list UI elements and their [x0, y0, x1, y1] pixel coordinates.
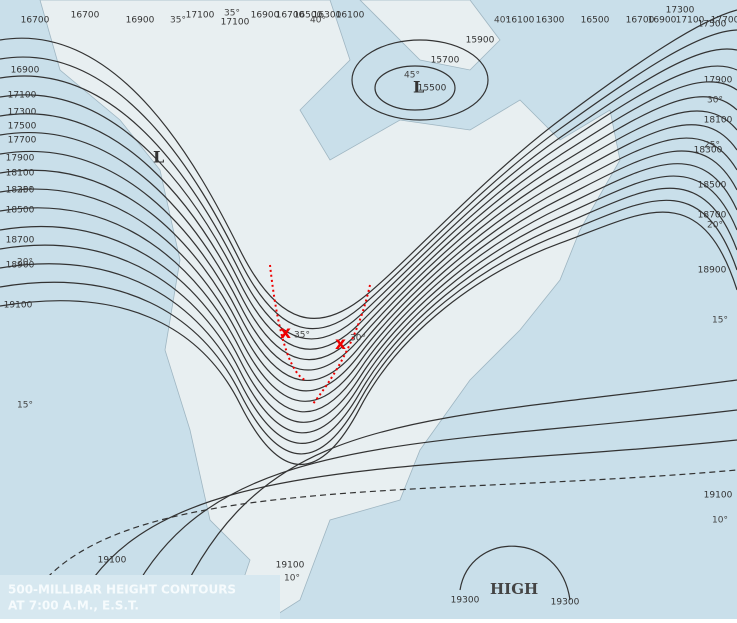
contour-label: 16500	[294, 11, 323, 21]
contour-label: 17900	[704, 76, 733, 86]
contour-label: 19300	[551, 598, 580, 608]
temperature-label: 15°	[17, 401, 33, 411]
low-label: L	[413, 78, 424, 97]
contour-label: 16700	[71, 11, 100, 21]
contour-label: 18700	[6, 236, 35, 246]
contour-label: 16900	[648, 16, 677, 26]
contour-label: 16700	[21, 16, 50, 26]
contour-label: 17300	[8, 108, 37, 118]
contour-label: 18500	[6, 206, 35, 216]
contour-label: 17900	[6, 154, 35, 164]
contour-line	[19, 469, 737, 620]
contour-line	[0, 150, 737, 413]
temperature-label: 40°	[494, 16, 510, 26]
high-contour	[459, 545, 571, 601]
contour-line	[0, 65, 737, 350]
temperature-label: 10°	[712, 516, 728, 526]
contour-label: 15500	[418, 84, 447, 94]
contour-line	[0, 187, 737, 444]
contour-label: 16300	[313, 11, 342, 21]
contour-line	[169, 379, 737, 620]
temperature-label: 35°	[224, 9, 240, 19]
contour-label: 17700	[8, 136, 37, 146]
contour-line	[0, 137, 737, 402]
contour-label: 16300	[536, 16, 565, 26]
contour-label: 16100	[336, 11, 365, 21]
high-label: HIGH	[490, 580, 538, 598]
contour-label: 17100	[221, 18, 250, 28]
contour-label: 16100	[506, 16, 535, 26]
continent	[39, 0, 621, 620]
low-contour	[374, 65, 456, 111]
contour-label: 17700	[711, 16, 737, 26]
contour-line	[0, 81, 737, 361]
cross-mark: x	[335, 334, 346, 354]
temperature-label: 10°	[284, 574, 300, 584]
temperature-label: 15°	[712, 316, 728, 326]
contour-label: 17500	[698, 20, 727, 30]
trough-line	[311, 284, 371, 406]
caption-line: 500-MILLIBAR HEIGHT CONTOURS	[8, 583, 236, 597]
contour-label: 18700	[698, 211, 727, 221]
contour-line	[0, 163, 737, 423]
cross-mark: x	[280, 323, 291, 343]
temperature-label: 20°	[707, 221, 723, 231]
contour-label: 18300	[694, 146, 723, 156]
contour-label: 17500	[8, 122, 37, 132]
caption-box	[0, 575, 280, 619]
temperature-label: 25°	[704, 141, 720, 151]
contour-label: 16900	[11, 66, 40, 76]
contour-line	[119, 409, 737, 620]
contour-label: 17100	[8, 91, 37, 101]
caption-line: AT 7:00 A.M., E.S.T.	[8, 599, 139, 613]
contour-line	[0, 124, 737, 392]
contour-label: 18500	[698, 181, 727, 191]
contour-label: 19300	[451, 596, 480, 606]
contour-label: 16900	[251, 11, 280, 21]
contour-line	[0, 29, 737, 330]
temperature-label: 30°	[350, 334, 366, 344]
contour-label: 19100	[704, 491, 733, 501]
contour-label: 18100	[6, 169, 35, 179]
temperature-label: 30°	[707, 96, 723, 106]
temperature-label: 20°	[17, 258, 33, 268]
contour-line	[0, 96, 737, 371]
temperature-label: 45°	[404, 71, 420, 81]
contour-label: 18900	[6, 261, 35, 271]
contour-line	[0, 9, 737, 319]
trough-line	[269, 264, 306, 381]
temperature-label: 35°	[170, 16, 186, 26]
contour-line	[0, 199, 737, 455]
low-label: L	[153, 148, 164, 167]
contour-line	[0, 175, 737, 434]
island	[359, 0, 501, 71]
contour-label: 18900	[698, 266, 727, 276]
contour-label: 17100	[186, 11, 215, 21]
low-contour	[351, 39, 489, 121]
contour-label: 19100	[4, 301, 33, 311]
contour-line	[0, 48, 737, 340]
contour-line	[0, 110, 737, 382]
contour-label: 17300	[666, 6, 695, 16]
contour-lines	[0, 9, 737, 620]
contour-label: 17100	[676, 16, 705, 26]
contour-label: 16900	[126, 16, 155, 26]
contour-label: 15900	[466, 36, 495, 46]
contour-label: 18100	[704, 116, 733, 126]
contour-label: 18300	[6, 186, 35, 196]
temperature-label: 40°	[310, 16, 326, 26]
temperature-label: 25°	[17, 186, 33, 196]
contour-label: 19100	[98, 556, 127, 566]
temperature-label: 35°	[294, 331, 310, 341]
contour-label: 16500	[581, 16, 610, 26]
contour-label: 16700	[276, 11, 305, 21]
contour-label: 16700	[626, 16, 655, 26]
contour-label: 19100	[276, 561, 305, 571]
contour-label: 15700	[431, 56, 460, 66]
contour-line	[0, 211, 737, 465]
contour-line	[69, 439, 737, 620]
